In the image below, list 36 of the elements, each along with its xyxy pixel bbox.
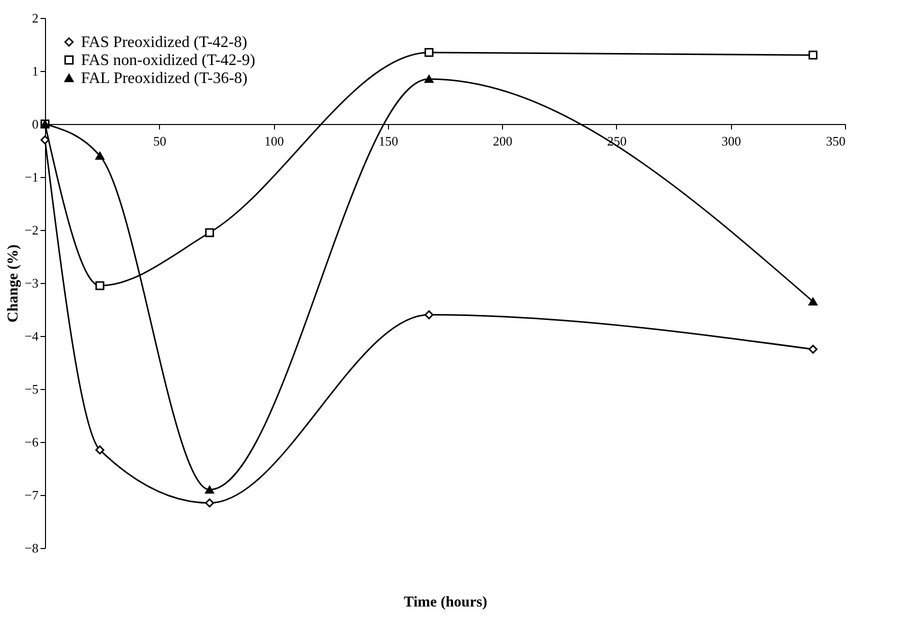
point (205, 498, 214, 508)
y-tick-label: −4 (24, 328, 39, 344)
x-tick-label: 250 (607, 134, 627, 148)
y-tick-label: −2 (24, 222, 38, 238)
point (95, 445, 104, 454)
legend-label: FAS Preoxidized (T-42-8) (81, 34, 248, 51)
point (808, 50, 818, 60)
y-tick-label: −6 (24, 434, 39, 450)
x-tick-label: 200 (492, 134, 512, 148)
x-tick-label: 100 (264, 134, 284, 148)
y-axis-title: Change (%) (6, 244, 22, 322)
y-tick-label: −8 (24, 540, 38, 556)
legend-label: FAS non-oxidized (T-42-9) (81, 52, 256, 69)
legend-label: FAL Preoxidized (T-36-8) (81, 70, 248, 87)
y-tick-label: 2 (32, 10, 38, 26)
y-tick-label: −1 (24, 170, 38, 184)
y-tick-label: 0 (32, 116, 38, 132)
point (424, 74, 434, 83)
x-tick-label: 150 (378, 134, 398, 148)
y-tick-label: 1 (32, 64, 38, 78)
point (95, 281, 104, 290)
y-tick-label: −3 (24, 276, 38, 290)
point (205, 486, 214, 494)
point (424, 48, 434, 57)
point (95, 152, 104, 160)
point (424, 310, 434, 320)
x-axis-title: Time (hours) (404, 594, 488, 610)
point (808, 298, 818, 306)
point (40, 135, 50, 144)
x-tick-label: 300 (721, 134, 741, 148)
x-tick-label: 350 (826, 134, 846, 148)
point (205, 228, 214, 238)
y-tick-label: −7 (24, 488, 39, 502)
y-tick-label: −5 (24, 382, 38, 396)
x-tick-label: 50 (153, 134, 166, 148)
point (808, 344, 818, 354)
